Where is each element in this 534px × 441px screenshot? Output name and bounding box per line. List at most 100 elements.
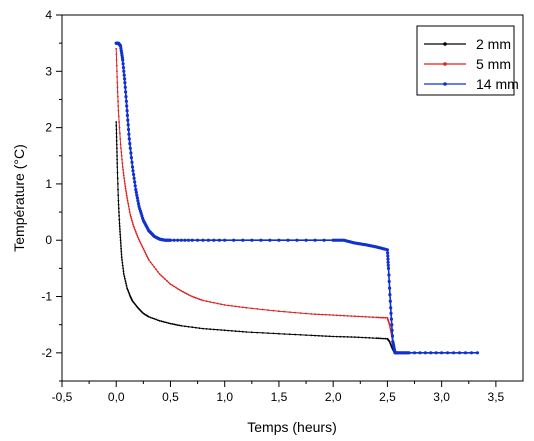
data-point (119, 46, 123, 50)
data-point (164, 321, 166, 324)
data-point (131, 219, 133, 222)
data-point (117, 100, 119, 103)
data-point (124, 99, 128, 103)
x-tick-label: 3,0 (433, 390, 450, 404)
data-point (245, 306, 248, 309)
data-point (122, 73, 126, 77)
data-point (136, 199, 140, 203)
data-point (134, 188, 138, 192)
data-point (223, 329, 226, 332)
data-point (314, 334, 316, 337)
data-point (407, 351, 411, 355)
data-point (155, 318, 157, 321)
data-point (119, 132, 121, 135)
data-point (115, 121, 118, 123)
data-point (299, 312, 302, 314)
data-point (119, 236, 122, 239)
data-point (183, 238, 187, 242)
data-point (171, 284, 174, 287)
data-point (223, 304, 226, 306)
data-point (389, 325, 391, 328)
data-point (193, 296, 195, 299)
data-point (205, 300, 208, 303)
legend-label: 5 mm (476, 56, 511, 72)
data-point (119, 138, 122, 140)
data-point (134, 230, 137, 233)
data-point (118, 225, 121, 228)
data-point (321, 335, 324, 337)
data-point (201, 238, 205, 242)
data-point (123, 177, 126, 180)
data-point (137, 204, 141, 208)
data-point (122, 267, 124, 270)
legend-entry: 5 mm (424, 56, 511, 72)
data-point (335, 335, 338, 338)
data-point (126, 197, 128, 199)
data-point (118, 222, 121, 225)
data-point (387, 279, 391, 284)
data-point (116, 147, 118, 150)
data-point (115, 136, 118, 138)
data-point (390, 328, 394, 332)
data-point (187, 325, 190, 328)
y-tick-label: 4 (45, 8, 52, 22)
data-point (354, 336, 356, 338)
data-point (119, 230, 121, 233)
data-point (295, 238, 299, 242)
y-tick-label: 2 (45, 121, 52, 135)
data-point (176, 287, 179, 290)
data-point (184, 291, 186, 294)
data-point (117, 194, 120, 197)
data-point (198, 327, 201, 330)
data-point (213, 328, 215, 331)
plot-frame (61, 14, 524, 382)
data-point (256, 331, 259, 334)
data-point (127, 291, 130, 294)
data-point (140, 244, 143, 246)
data-point (149, 316, 152, 319)
data-point (133, 184, 137, 188)
data-point (283, 333, 286, 335)
data-point (125, 109, 129, 113)
data-point (332, 335, 335, 338)
data-point (184, 325, 186, 328)
data-point (234, 330, 237, 333)
data-point (364, 315, 367, 318)
data-point (364, 336, 367, 339)
data-point (117, 188, 119, 191)
data-point (121, 66, 126, 70)
data-point (180, 324, 183, 327)
data-point (368, 316, 371, 318)
data-point (332, 314, 335, 316)
data-point (120, 245, 122, 247)
data-point (131, 221, 134, 224)
data-point (122, 168, 124, 171)
data-point (261, 308, 264, 311)
data-point (381, 337, 383, 340)
data-point (125, 284, 128, 287)
data-point (166, 321, 168, 324)
data-point (164, 278, 166, 280)
data-point (124, 187, 127, 190)
x-tick-label: 0,5 (162, 390, 179, 404)
data-point (238, 306, 241, 308)
data-point (272, 309, 275, 312)
data-point (117, 109, 120, 112)
data-point (346, 315, 349, 317)
data-point (125, 190, 127, 192)
data-point (158, 319, 161, 322)
data-point (278, 310, 280, 313)
data-point (120, 253, 123, 256)
data-point (343, 314, 345, 317)
x-tick-label: 0,0 (108, 390, 125, 404)
data-point (389, 311, 393, 315)
data-point (384, 337, 387, 340)
data-point (283, 310, 286, 313)
data-point (216, 328, 219, 331)
data-point (375, 337, 378, 340)
data-point (429, 351, 433, 355)
legend-label: 2 mm (476, 36, 511, 52)
data-point (267, 332, 269, 334)
data-point (185, 292, 188, 295)
data-point (286, 238, 290, 242)
